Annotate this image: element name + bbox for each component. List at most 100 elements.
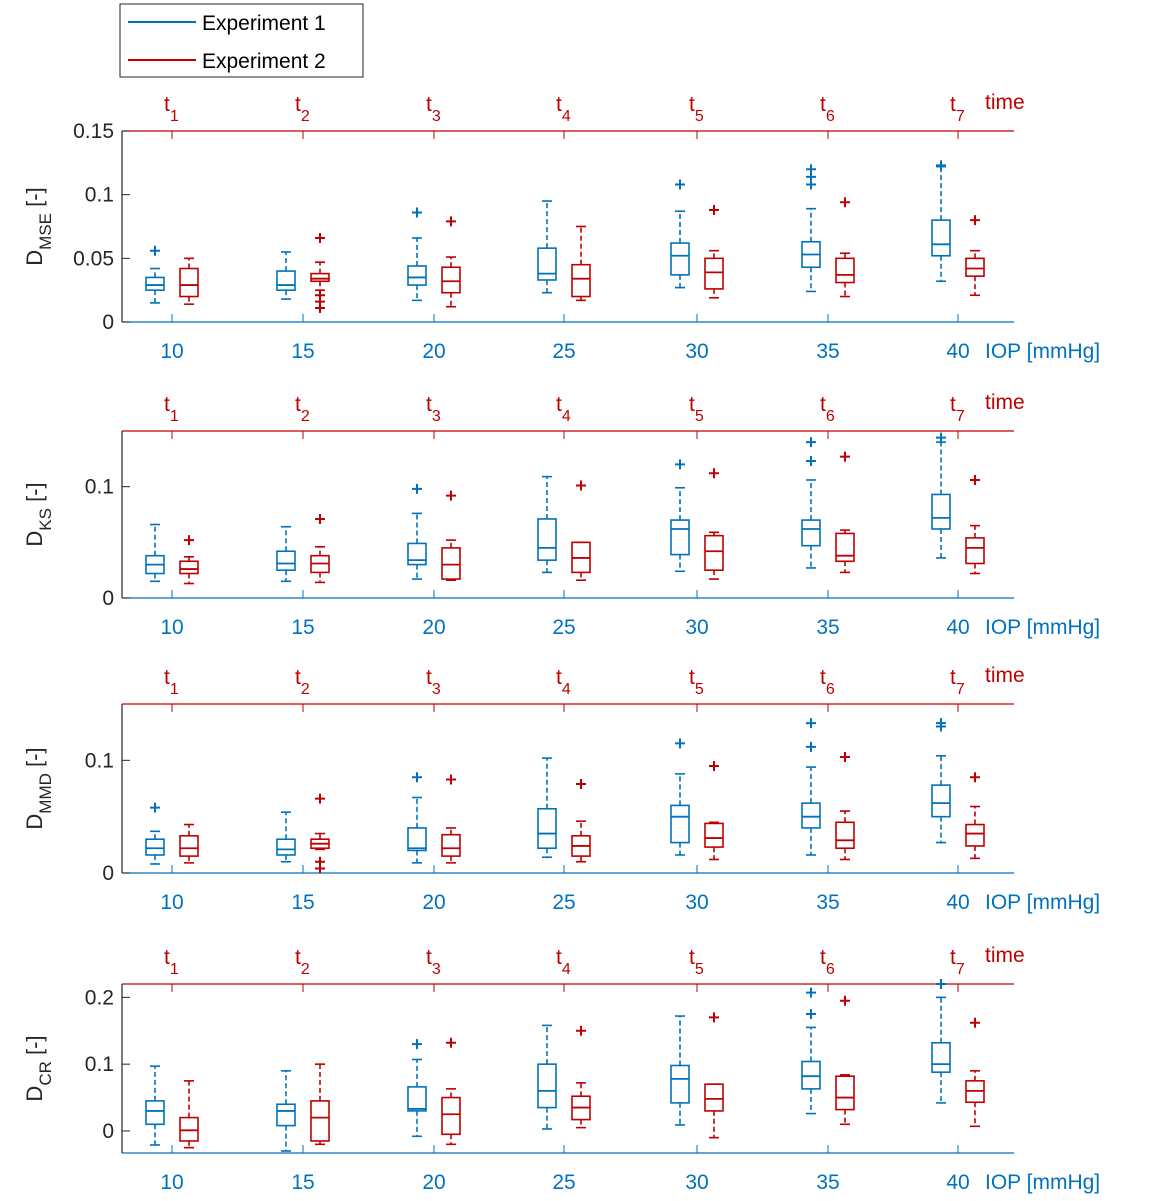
time-tick-subscript: 7 bbox=[956, 681, 965, 698]
box bbox=[931, 979, 951, 1104]
time-tick-label: t6 bbox=[820, 946, 835, 978]
outlier-marker bbox=[709, 204, 719, 215]
x-axis-title: IOP [mmHg] bbox=[985, 1171, 1100, 1194]
time-tick-label: t2 bbox=[295, 393, 310, 425]
outlier-marker bbox=[806, 437, 816, 448]
box bbox=[310, 232, 330, 313]
box bbox=[145, 523, 165, 583]
box bbox=[276, 251, 296, 300]
box-iqr bbox=[835, 821, 855, 850]
box-iqr bbox=[145, 276, 165, 291]
box bbox=[835, 751, 855, 861]
time-tick-subscript: 4 bbox=[562, 961, 571, 978]
y-axis-title-subscript: KS bbox=[36, 508, 55, 531]
box bbox=[704, 204, 724, 299]
time-tick-subscript: 4 bbox=[562, 408, 571, 425]
y-tick-label: 0.1 bbox=[85, 1053, 114, 1076]
box-iqr bbox=[537, 247, 557, 281]
x-tick-label: 25 bbox=[552, 616, 575, 639]
box bbox=[310, 1063, 330, 1146]
y-tick-label: 0.1 bbox=[85, 184, 114, 207]
time-tick-label: t7 bbox=[950, 666, 965, 698]
series-2 bbox=[179, 197, 985, 313]
box-iqr bbox=[441, 833, 461, 857]
x-axis-title: IOP [mmHg] bbox=[985, 340, 1100, 363]
outlier-marker bbox=[150, 802, 160, 813]
time-tick-label: t5 bbox=[689, 946, 704, 978]
outlier-marker bbox=[840, 451, 850, 462]
x-tick-label: 10 bbox=[160, 616, 183, 639]
box-iqr bbox=[441, 547, 461, 580]
outlier-marker bbox=[840, 197, 850, 208]
x-axis-title: IOP [mmHg] bbox=[985, 616, 1100, 639]
box bbox=[179, 257, 199, 305]
box-iqr bbox=[931, 219, 951, 257]
box-iqr bbox=[571, 263, 591, 298]
box bbox=[704, 760, 724, 861]
x-tick-label: 25 bbox=[552, 891, 575, 914]
box-iqr bbox=[670, 1064, 690, 1104]
box bbox=[276, 525, 296, 583]
y-tick-label: 0 bbox=[102, 311, 114, 334]
box-iqr bbox=[537, 807, 557, 850]
outlier-marker bbox=[576, 480, 586, 491]
outlier-marker bbox=[970, 772, 980, 783]
box-iqr bbox=[441, 266, 461, 294]
x-tick-label: 10 bbox=[160, 340, 183, 363]
time-tick-label: t5 bbox=[689, 93, 704, 125]
time-tick-subscript: 6 bbox=[826, 681, 835, 698]
box-iqr bbox=[835, 257, 855, 284]
box bbox=[441, 1037, 461, 1146]
box bbox=[407, 772, 427, 864]
x-tick-label: 10 bbox=[160, 1171, 183, 1194]
box bbox=[537, 757, 557, 859]
box-iqr bbox=[931, 493, 951, 530]
y-axis-title: DMSE [-] bbox=[22, 187, 55, 265]
time-tick-subscript: 5 bbox=[695, 408, 704, 425]
box bbox=[965, 474, 985, 575]
series-1 bbox=[145, 718, 951, 865]
x-tick-label: 20 bbox=[422, 1171, 445, 1194]
box bbox=[179, 1080, 199, 1149]
series-1 bbox=[145, 979, 951, 1152]
x-tick-label: 35 bbox=[816, 891, 839, 914]
x-tick-label: 15 bbox=[291, 891, 314, 914]
outlier-marker bbox=[709, 1012, 719, 1023]
x-tick-label: 10 bbox=[160, 891, 183, 914]
y-axis-title: DCR [-] bbox=[22, 1035, 55, 1101]
time-tick-subscript: 2 bbox=[301, 681, 310, 698]
box bbox=[801, 437, 821, 569]
box-iqr bbox=[704, 534, 724, 571]
x-axis-title: IOP [mmHg] bbox=[985, 891, 1100, 914]
y-axis-title-main: D bbox=[22, 531, 47, 547]
box bbox=[179, 535, 199, 585]
box-iqr bbox=[931, 1041, 951, 1073]
outlier-marker bbox=[315, 232, 325, 243]
x-tick-label: 30 bbox=[685, 340, 708, 363]
outlier-marker bbox=[446, 1037, 456, 1048]
box bbox=[276, 811, 296, 863]
time-axis-title: time bbox=[985, 944, 1025, 967]
y-tick-label: 0 bbox=[102, 1120, 114, 1143]
box bbox=[704, 468, 724, 580]
box bbox=[441, 774, 461, 864]
box-iqr bbox=[801, 1060, 821, 1090]
outlier-marker bbox=[150, 245, 160, 256]
time-tick-subscript: 2 bbox=[301, 408, 310, 425]
series-2 bbox=[179, 751, 985, 874]
box-iqr bbox=[276, 838, 296, 856]
box bbox=[145, 802, 165, 865]
time-tick-subscript: 3 bbox=[432, 681, 441, 698]
outlier-marker bbox=[936, 432, 946, 443]
y-axis-title-subscript: CR bbox=[36, 1061, 55, 1086]
box-iqr bbox=[704, 822, 724, 848]
box-iqr bbox=[670, 804, 690, 844]
box-iqr bbox=[276, 1103, 296, 1127]
outlier-marker bbox=[970, 1017, 980, 1028]
box-iqr bbox=[537, 1063, 557, 1109]
panel-1: 00.050.10.1510t115t220t325t430t535t640t7… bbox=[22, 91, 1100, 363]
legend-label-experiment-1: Experiment 1 bbox=[202, 12, 326, 35]
box-iqr bbox=[441, 1096, 461, 1136]
outlier-marker bbox=[840, 751, 850, 762]
time-tick-subscript: 5 bbox=[695, 108, 704, 125]
